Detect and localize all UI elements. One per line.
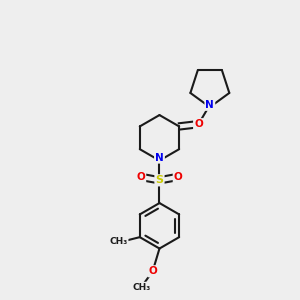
Text: O: O bbox=[148, 266, 157, 276]
Text: S: S bbox=[155, 175, 164, 185]
Text: N: N bbox=[155, 153, 164, 163]
Text: O: O bbox=[174, 172, 182, 182]
Text: CH₃: CH₃ bbox=[132, 283, 150, 292]
Text: O: O bbox=[194, 119, 203, 129]
Text: O: O bbox=[136, 172, 145, 182]
Text: CH₃: CH₃ bbox=[109, 237, 128, 246]
Text: N: N bbox=[206, 100, 214, 110]
